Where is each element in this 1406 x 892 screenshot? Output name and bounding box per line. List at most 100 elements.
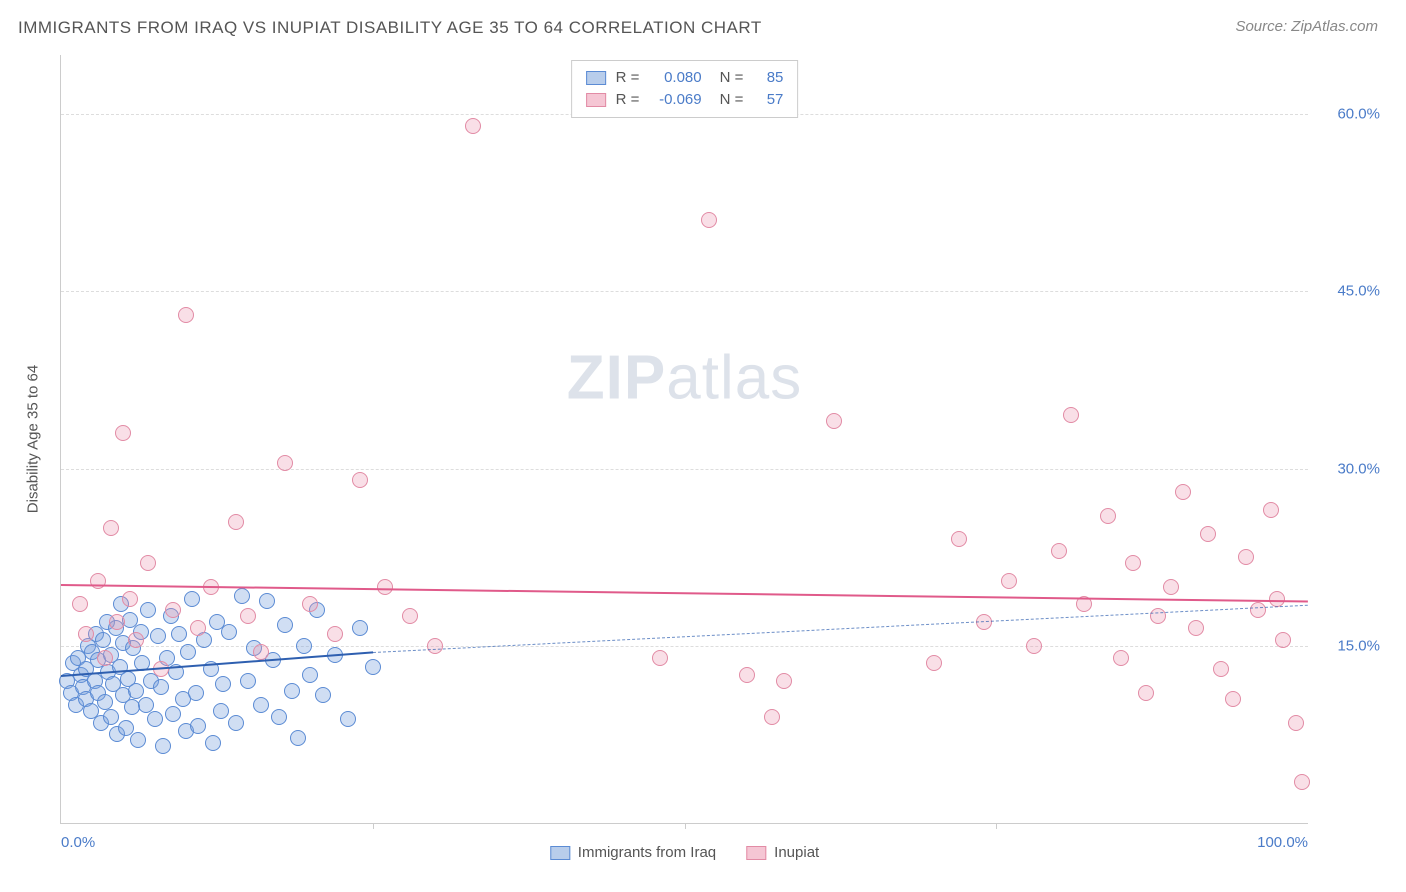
data-point: [315, 687, 331, 703]
data-point: [1238, 549, 1254, 565]
data-point: [122, 612, 138, 628]
legend-label: Inupiat: [774, 844, 819, 861]
data-point: [97, 650, 113, 666]
data-point: [124, 699, 140, 715]
data-point: [302, 596, 318, 612]
data-point: [209, 614, 225, 630]
x-tick-stub: [373, 823, 374, 829]
plot-area: ZIPatlas Disability Age 35 to 64 R =0.08…: [60, 55, 1308, 824]
data-point: [109, 726, 125, 742]
data-point: [1051, 543, 1067, 559]
data-point: [122, 591, 138, 607]
legend-r-label: R =: [616, 67, 640, 89]
data-point: [1125, 555, 1141, 571]
y-tick-label: 30.0%: [1320, 460, 1380, 477]
data-point: [1263, 502, 1279, 518]
data-point: [120, 671, 136, 687]
data-point: [352, 620, 368, 636]
data-point: [155, 738, 171, 754]
data-point: [78, 626, 94, 642]
data-point: [125, 640, 141, 656]
data-point: [739, 667, 755, 683]
data-point: [150, 628, 166, 644]
legend-swatch: [586, 93, 606, 107]
data-point: [190, 718, 206, 734]
data-point: [764, 709, 780, 725]
series-legend: Immigrants from Iraq Inupiat: [550, 844, 819, 861]
data-point: [1200, 526, 1216, 542]
data-point: [253, 697, 269, 713]
data-point: [1150, 608, 1166, 624]
data-point: [1063, 407, 1079, 423]
data-point: [138, 697, 154, 713]
legend-row: R =0.080N =85: [586, 67, 784, 89]
data-point: [72, 596, 88, 612]
data-point: [175, 691, 191, 707]
data-point: [1250, 602, 1266, 618]
x-tick-stub: [685, 823, 686, 829]
x-tick-label: 0.0%: [61, 834, 95, 851]
data-point: [377, 579, 393, 595]
data-point: [1163, 579, 1179, 595]
data-point: [1269, 591, 1285, 607]
legend-label: Immigrants from Iraq: [578, 844, 716, 861]
data-point: [184, 591, 200, 607]
data-point: [213, 703, 229, 719]
data-point: [171, 626, 187, 642]
data-point: [103, 709, 119, 725]
trend-line: [61, 652, 373, 678]
data-point: [259, 593, 275, 609]
data-point: [87, 673, 103, 689]
data-point: [70, 650, 86, 666]
data-point: [1188, 620, 1204, 636]
data-point: [165, 602, 181, 618]
data-point: [240, 608, 256, 624]
data-point: [97, 694, 113, 710]
data-point: [88, 626, 104, 642]
legend-r-value: 0.080: [650, 67, 702, 89]
data-point: [130, 732, 146, 748]
data-point: [465, 118, 481, 134]
chart-title: IMMIGRANTS FROM IRAQ VS INUPIAT DISABILI…: [18, 18, 762, 37]
data-point: [1100, 508, 1116, 524]
data-point: [159, 650, 175, 666]
data-point: [178, 307, 194, 323]
data-point: [234, 588, 250, 604]
x-tick-label: 100.0%: [1257, 834, 1308, 851]
data-point: [302, 667, 318, 683]
data-point: [78, 691, 94, 707]
watermark: ZIPatlas: [567, 342, 802, 413]
legend-n-value: 57: [753, 89, 783, 111]
data-point: [1288, 715, 1304, 731]
data-point: [115, 425, 131, 441]
source-credit: Source: ZipAtlas.com: [1235, 18, 1378, 35]
data-point: [63, 685, 79, 701]
correlation-legend: R =0.080N =85R =-0.069N =57: [571, 60, 799, 118]
data-point: [228, 715, 244, 731]
grid-line-h: [61, 646, 1308, 647]
data-point: [652, 650, 668, 666]
data-point: [215, 676, 231, 692]
data-point: [153, 679, 169, 695]
data-point: [109, 614, 125, 630]
chart-container: ZIPatlas Disability Age 35 to 64 R =0.08…: [18, 55, 1388, 874]
data-point: [221, 624, 237, 640]
data-point: [165, 706, 181, 722]
data-point: [190, 620, 206, 636]
data-point: [128, 683, 144, 699]
data-point: [327, 626, 343, 642]
x-tick-stub: [996, 823, 997, 829]
data-point: [90, 685, 106, 701]
data-point: [115, 687, 131, 703]
data-point: [118, 720, 134, 736]
data-point: [402, 608, 418, 624]
data-point: [105, 676, 121, 692]
trend-line: [61, 584, 1308, 603]
data-point: [271, 709, 287, 725]
y-tick-label: 60.0%: [1320, 106, 1380, 123]
data-point: [776, 673, 792, 689]
data-point: [103, 647, 119, 663]
data-point: [68, 697, 84, 713]
data-point: [1213, 661, 1229, 677]
data-point: [140, 602, 156, 618]
